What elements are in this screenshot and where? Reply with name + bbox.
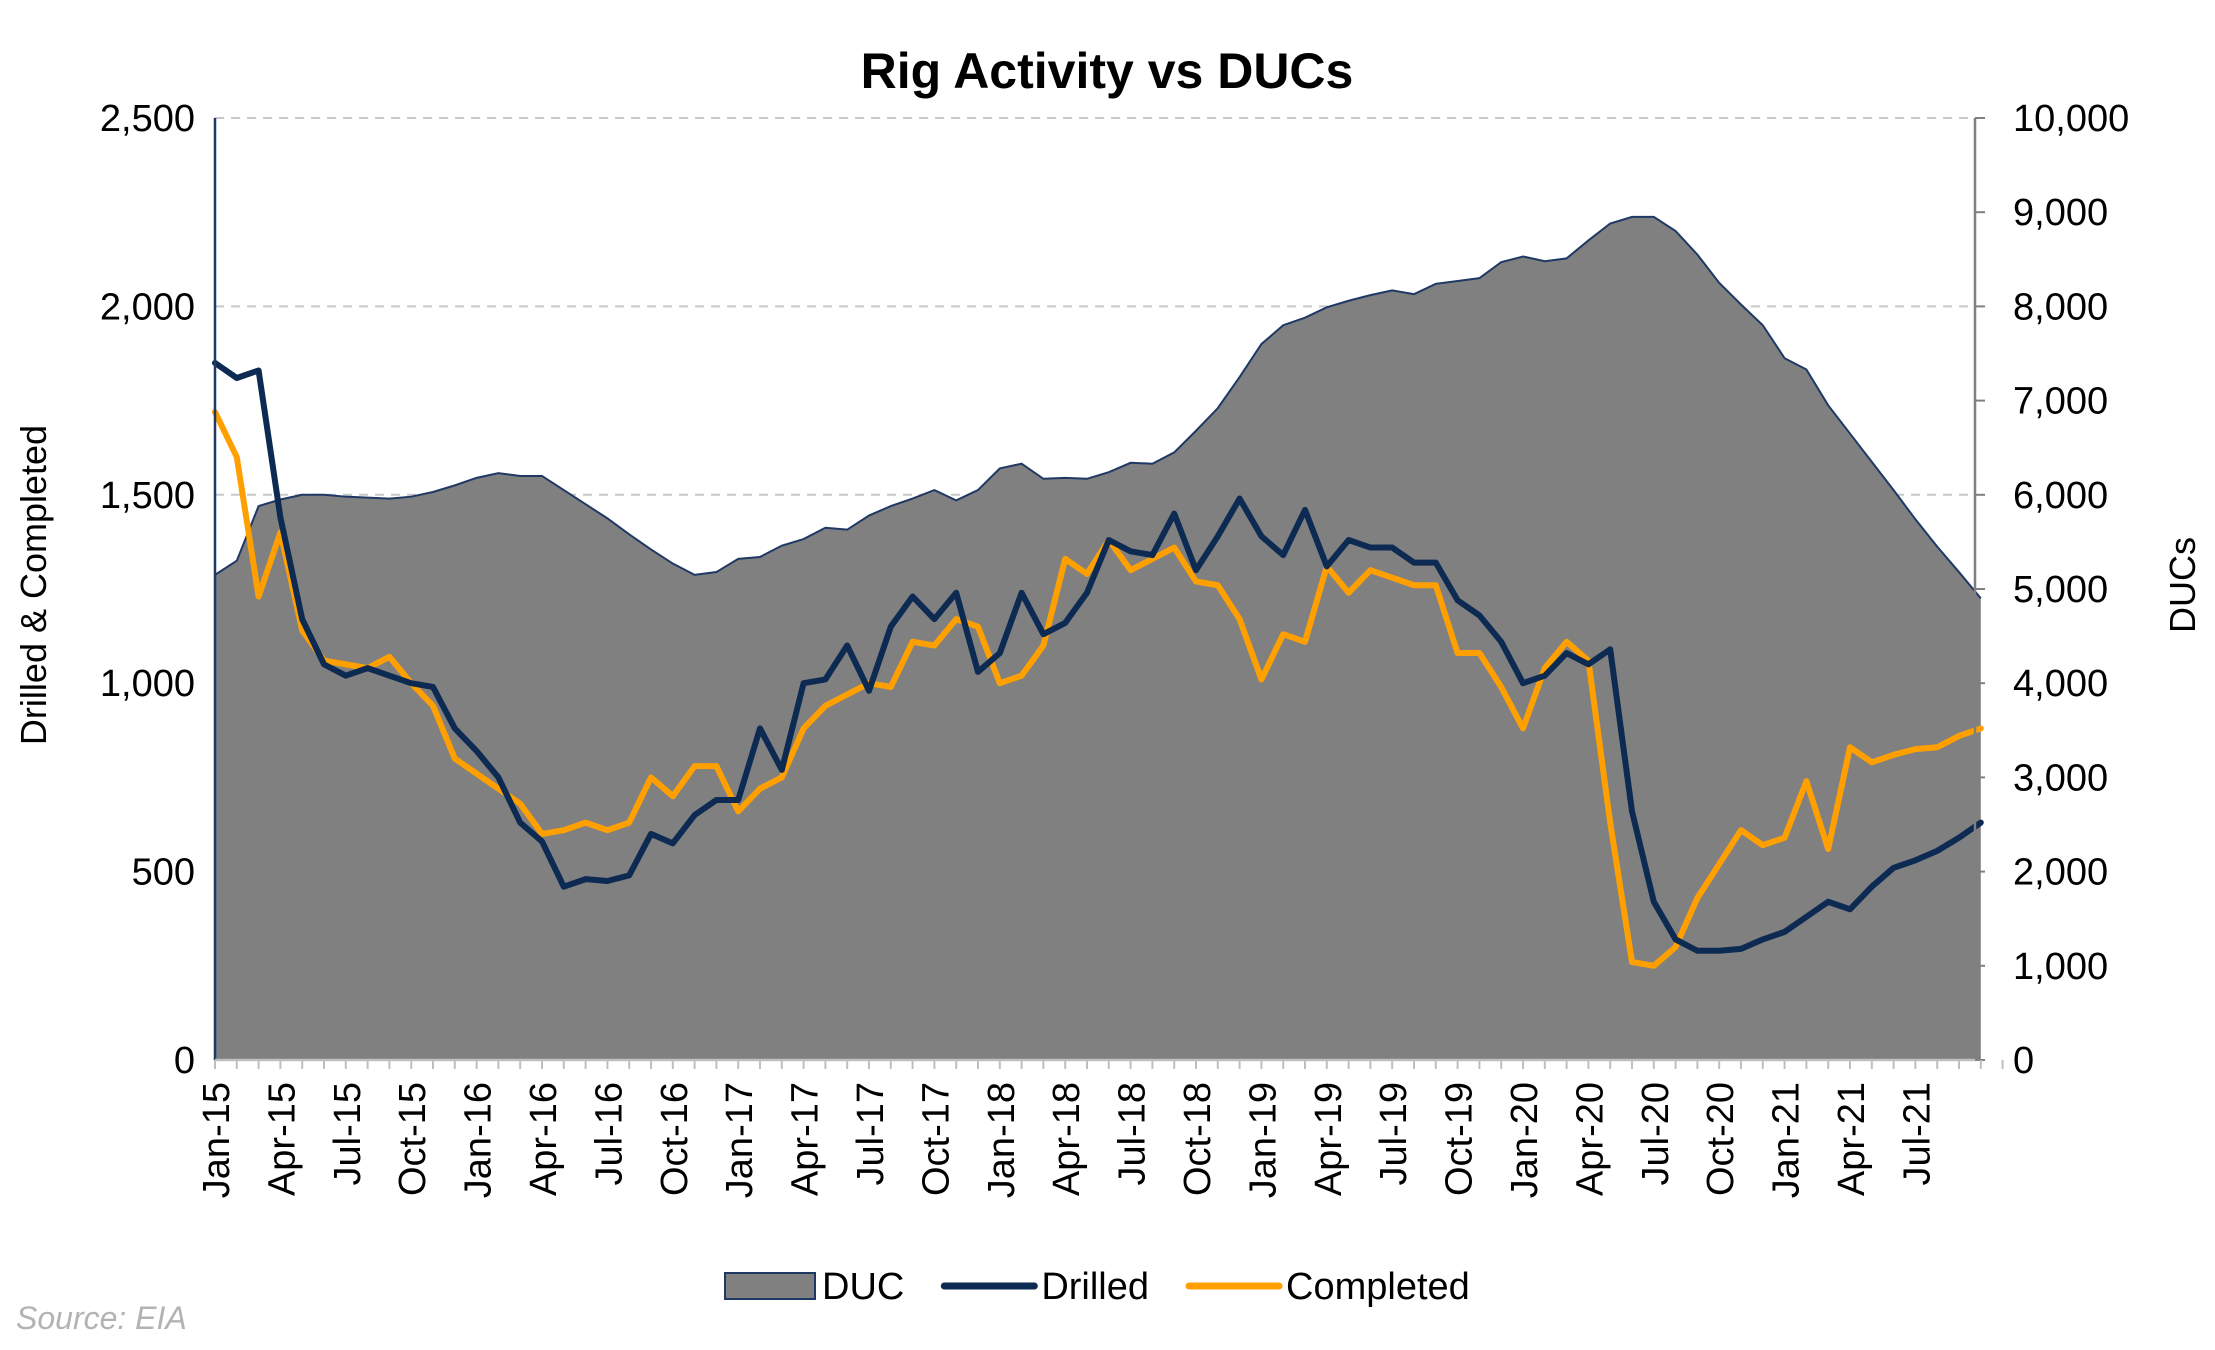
x-tick-label: Jan-16 — [458, 1082, 500, 1198]
right-y-tick-label: 5,000 — [2013, 569, 2108, 611]
duc-area-outline — [214, 215, 1982, 600]
x-tick-label: Jan-18 — [981, 1082, 1023, 1198]
x-axis-ticks: Jan-15 Apr-15 Jul-15 Oct-15 Jan-16 Apr-16 Jul-… — [196, 1060, 2004, 1198]
right-y-tick-label: 4,000 — [2013, 663, 2108, 705]
right-y-tick-label: 10,000 — [2013, 98, 2129, 140]
right-y-tick-label: 2,000 — [2013, 852, 2108, 894]
x-tick-label: Jan-15 — [196, 1082, 238, 1198]
x-tick-label: Apr-15 — [261, 1082, 303, 1196]
line-layer — [212, 359, 1984, 969]
x-tick-label: Apr-17 — [785, 1082, 827, 1196]
right-y-tick-label: 6,000 — [2013, 475, 2108, 517]
x-tick-label: Jul-18 — [1112, 1082, 1154, 1186]
drilled-line — [212, 359, 1984, 954]
chart-title: Rig Activity vs DUCs — [861, 43, 1354, 99]
source-note: Source: EIA — [16, 1300, 187, 1336]
left-y-tick-label: 0 — [174, 1040, 195, 1082]
x-tick-label: Oct-20 — [1700, 1082, 1742, 1196]
x-tick-label: Jul-19 — [1373, 1082, 1415, 1186]
x-tick-label: Jan-21 — [1766, 1082, 1808, 1198]
x-tick-label: Jan-17 — [719, 1082, 761, 1198]
left-y-tick-label: 500 — [132, 852, 195, 894]
left-y-axis-ticks: 0 500 1,000 1,500 2,000 2,500 — [100, 98, 195, 1082]
x-tick-label: Jan-19 — [1242, 1082, 1284, 1198]
x-tick-label: Oct-15 — [392, 1082, 434, 1196]
right-y-tick-label: 8,000 — [2013, 286, 2108, 328]
left-y-axis-title: Drilled & Completed — [13, 425, 54, 745]
x-tick-label: Oct-18 — [1177, 1082, 1219, 1196]
right-y-tick-label: 7,000 — [2013, 381, 2108, 423]
left-y-tick-label: 1,000 — [100, 663, 195, 705]
x-tick-label: Apr-18 — [1046, 1082, 1088, 1196]
x-tick-label: Jul-21 — [1896, 1082, 1938, 1186]
x-tick-label: Jul-15 — [327, 1082, 369, 1186]
legend-label-completed: Completed — [1286, 1266, 1470, 1308]
left-y-tick-label: 1,500 — [100, 475, 195, 517]
x-tick-label: Apr-21 — [1831, 1082, 1873, 1196]
right-y-tick-label: 3,000 — [2013, 757, 2108, 799]
right-y-tick-label: 1,000 — [2013, 946, 2108, 988]
x-tick-label: Jan-20 — [1504, 1082, 1546, 1198]
duc-area — [215, 216, 1981, 1060]
x-tick-label: Apr-16 — [523, 1082, 565, 1196]
x-tick-label: Apr-20 — [1569, 1082, 1611, 1196]
x-tick-label: Jul-17 — [850, 1082, 892, 1186]
right-y-tick-label: 0 — [2013, 1040, 2034, 1082]
right-y-axis-ticks: 0 1,000 2,000 3,000 4,000 5,000 6,000 7,000 8,00… — [1975, 98, 2129, 1082]
legend-label-duc: DUC — [822, 1266, 904, 1308]
left-y-tick-label: 2,500 — [100, 98, 195, 140]
x-tick-label: Oct-16 — [654, 1082, 696, 1196]
x-tick-label: Apr-19 — [1308, 1082, 1350, 1196]
legend-swatch-duc — [724, 1272, 816, 1300]
right-y-tick-label: 9,000 — [2013, 192, 2108, 234]
x-tick-label: Oct-19 — [1439, 1082, 1481, 1196]
x-tick-label: Jul-20 — [1635, 1082, 1677, 1186]
right-y-axis-title: DUCs — [2162, 537, 2203, 633]
x-tick-label: Oct-17 — [915, 1082, 957, 1196]
legend: DUC Drilled Completed — [724, 1266, 1470, 1308]
legend-label-drilled: Drilled — [1041, 1266, 1149, 1308]
duc-area-layer — [214, 215, 1982, 1060]
x-tick-label: Jul-16 — [588, 1082, 630, 1186]
left-y-tick-label: 2,000 — [100, 286, 195, 328]
